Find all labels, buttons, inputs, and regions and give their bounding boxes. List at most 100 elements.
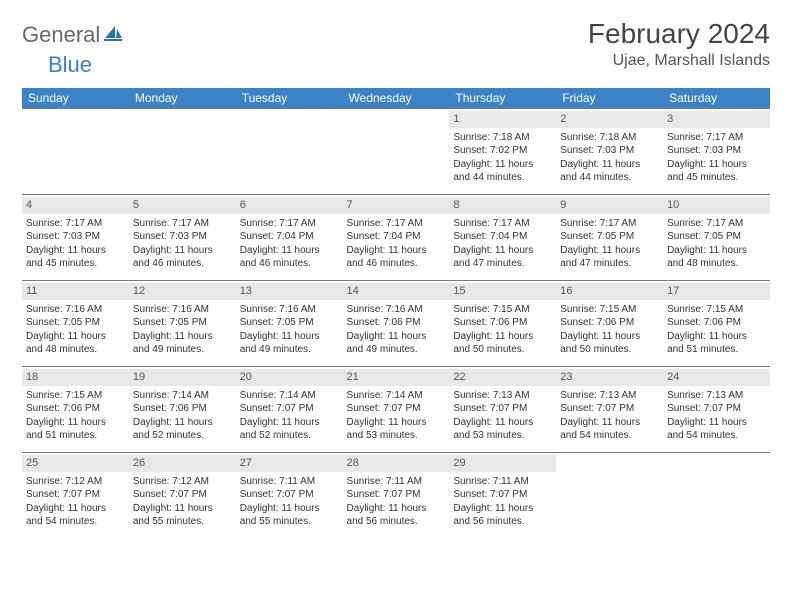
day-info: Sunrise: 7:17 AMSunset: 7:03 PMDaylight:…: [667, 131, 766, 185]
day-cell: 19 Sunrise: 7:14 AMSunset: 7:06 PMDayligh…: [129, 367, 236, 453]
day-info: Sunrise: 7:12 AMSunset: 7:07 PMDaylight:…: [133, 475, 232, 529]
day-info: Sunrise: 7:18 AMSunset: 7:03 PMDaylight:…: [560, 131, 659, 185]
day-number: 12: [129, 283, 236, 300]
day-info: Sunrise: 7:12 AMSunset: 7:07 PMDaylight:…: [26, 475, 125, 529]
day-info: Sunrise: 7:16 AMSunset: 7:06 PMDaylight:…: [347, 303, 446, 357]
day-number: 17: [663, 283, 770, 300]
day-number: 25: [22, 455, 129, 472]
brand-name-1: General: [22, 22, 100, 48]
day-number: 29: [449, 455, 556, 472]
day-info: Sunrise: 7:13 AMSunset: 7:07 PMDaylight:…: [667, 389, 766, 443]
day-number: 2: [556, 111, 663, 128]
weekday-header: Monday: [129, 88, 236, 109]
location-label: Ujae, Marshall Islands: [588, 52, 770, 70]
day-info: Sunrise: 7:15 AMSunset: 7:06 PMDaylight:…: [667, 303, 766, 357]
day-cell: 7 Sunrise: 7:17 AMSunset: 7:04 PMDaylight…: [343, 195, 450, 281]
day-info: Sunrise: 7:16 AMSunset: 7:05 PMDaylight:…: [26, 303, 125, 357]
weekday-header-row: SundayMondayTuesdayWednesdayThursdayFrid…: [22, 88, 770, 109]
day-number: 11: [22, 283, 129, 300]
day-info: Sunrise: 7:15 AMSunset: 7:06 PMDaylight:…: [453, 303, 552, 357]
brand-logo: General: [22, 22, 123, 48]
day-cell: 16 Sunrise: 7:15 AMSunset: 7:06 PMDayligh…: [556, 281, 663, 367]
day-cell: 14 Sunrise: 7:16 AMSunset: 7:06 PMDayligh…: [343, 281, 450, 367]
day-number: 8: [449, 197, 556, 214]
weekday-header: Friday: [556, 88, 663, 109]
day-number: 3: [663, 111, 770, 128]
day-info: Sunrise: 7:11 AMSunset: 7:07 PMDaylight:…: [453, 475, 552, 529]
day-cell: 15 Sunrise: 7:15 AMSunset: 7:06 PMDayligh…: [449, 281, 556, 367]
day-cell: 26Sunrise: 7:12 AMSunset: 7:07 PMDayligh…: [129, 453, 236, 539]
day-number: 18: [22, 369, 129, 386]
day-cell: 20 Sunrise: 7:14 AMSunset: 7:07 PMDayligh…: [236, 367, 343, 453]
weekday-header: Saturday: [663, 88, 770, 109]
calendar-row: 18 Sunrise: 7:15 AMSunset: 7:06 PMDayligh…: [22, 367, 770, 453]
day-cell: 22 Sunrise: 7:13 AMSunset: 7:07 PMDayligh…: [449, 367, 556, 453]
empty-cell: [129, 109, 236, 195]
day-number: 24: [663, 369, 770, 386]
month-title: February 2024: [588, 18, 770, 50]
empty-cell: [236, 109, 343, 195]
day-cell: 5Sunrise: 7:17 AMSunset: 7:03 PMDaylight…: [129, 195, 236, 281]
empty-cell: [343, 109, 450, 195]
day-number: 9: [556, 197, 663, 214]
weekday-header: Tuesday: [236, 88, 343, 109]
empty-cell: [556, 453, 663, 539]
day-cell: 12Sunrise: 7:16 AMSunset: 7:05 PMDayligh…: [129, 281, 236, 367]
day-info: Sunrise: 7:14 AMSunset: 7:06 PMDaylight:…: [133, 389, 232, 443]
day-info: Sunrise: 7:18 AMSunset: 7:02 PMDaylight:…: [453, 131, 552, 185]
weekday-header: Thursday: [449, 88, 556, 109]
day-info: Sunrise: 7:17 AMSunset: 7:04 PMDaylight:…: [453, 217, 552, 271]
calendar-body: 1Sunrise: 7:18 AMSunset: 7:02 PMDaylight…: [22, 109, 770, 539]
day-number: 20: [236, 369, 343, 386]
day-info: Sunrise: 7:13 AMSunset: 7:07 PMDaylight:…: [560, 389, 659, 443]
day-number: 16: [556, 283, 663, 300]
day-number: 10: [663, 197, 770, 214]
day-cell: 18 Sunrise: 7:15 AMSunset: 7:06 PMDayligh…: [22, 367, 129, 453]
day-number: 27: [236, 455, 343, 472]
day-cell: 6 Sunrise: 7:17 AMSunset: 7:04 PMDaylight…: [236, 195, 343, 281]
weekday-header: Sunday: [22, 88, 129, 109]
day-cell: 10 Sunrise: 7:17 AMSunset: 7:05 PMDayligh…: [663, 195, 770, 281]
day-number: 15: [449, 283, 556, 300]
day-info: Sunrise: 7:11 AMSunset: 7:07 PMDaylight:…: [240, 475, 339, 529]
brand-name-2: Blue: [48, 52, 92, 78]
day-cell: 28 Sunrise: 7:11 AMSunset: 7:07 PMDayligh…: [343, 453, 450, 539]
day-number: 4: [22, 197, 129, 214]
day-number: 22: [449, 369, 556, 386]
day-cell: 13 Sunrise: 7:16 AMSunset: 7:05 PMDayligh…: [236, 281, 343, 367]
day-info: Sunrise: 7:17 AMSunset: 7:03 PMDaylight:…: [26, 217, 125, 271]
day-number: 14: [343, 283, 450, 300]
day-info: Sunrise: 7:16 AMSunset: 7:05 PMDaylight:…: [240, 303, 339, 357]
day-cell: 1Sunrise: 7:18 AMSunset: 7:02 PMDaylight…: [449, 109, 556, 195]
day-info: Sunrise: 7:17 AMSunset: 7:04 PMDaylight:…: [240, 217, 339, 271]
empty-cell: [22, 109, 129, 195]
day-number: 23: [556, 369, 663, 386]
day-cell: 25 Sunrise: 7:12 AMSunset: 7:07 PMDayligh…: [22, 453, 129, 539]
day-number: 19: [129, 369, 236, 386]
day-cell: 9Sunrise: 7:17 AMSunset: 7:05 PMDaylight…: [556, 195, 663, 281]
day-cell: 17 Sunrise: 7:15 AMSunset: 7:06 PMDayligh…: [663, 281, 770, 367]
day-cell: 23 Sunrise: 7:13 AMSunset: 7:07 PMDayligh…: [556, 367, 663, 453]
calendar-row: 11 Sunrise: 7:16 AMSunset: 7:05 PMDayligh…: [22, 281, 770, 367]
calendar-row: 1Sunrise: 7:18 AMSunset: 7:02 PMDaylight…: [22, 109, 770, 195]
day-info: Sunrise: 7:17 AMSunset: 7:04 PMDaylight:…: [347, 217, 446, 271]
day-cell: 27 Sunrise: 7:11 AMSunset: 7:07 PMDayligh…: [236, 453, 343, 539]
day-info: Sunrise: 7:17 AMSunset: 7:05 PMDaylight:…: [667, 217, 766, 271]
day-cell: 24 Sunrise: 7:13 AMSunset: 7:07 PMDayligh…: [663, 367, 770, 453]
day-number: 13: [236, 283, 343, 300]
day-info: Sunrise: 7:11 AMSunset: 7:07 PMDaylight:…: [347, 475, 446, 529]
day-cell: 3 Sunrise: 7:17 AMSunset: 7:03 PMDaylight…: [663, 109, 770, 195]
day-info: Sunrise: 7:14 AMSunset: 7:07 PMDaylight:…: [240, 389, 339, 443]
day-number: 21: [343, 369, 450, 386]
day-number: 6: [236, 197, 343, 214]
day-cell: 11 Sunrise: 7:16 AMSunset: 7:05 PMDayligh…: [22, 281, 129, 367]
day-info: Sunrise: 7:15 AMSunset: 7:06 PMDaylight:…: [560, 303, 659, 357]
day-info: Sunrise: 7:15 AMSunset: 7:06 PMDaylight:…: [26, 389, 125, 443]
title-block: February 2024 Ujae, Marshall Islands: [588, 18, 770, 70]
calendar-row: 25Sunrise: 7:12 AMSunset: 7:07 PMDayligh…: [22, 453, 770, 539]
day-number: 7: [343, 197, 450, 214]
day-info: Sunrise: 7:13 AMSunset: 7:07 PMDaylight:…: [453, 389, 552, 443]
weekday-header: Wednesday: [343, 88, 450, 109]
day-number: 28: [343, 455, 450, 472]
day-number: 5: [129, 197, 236, 214]
